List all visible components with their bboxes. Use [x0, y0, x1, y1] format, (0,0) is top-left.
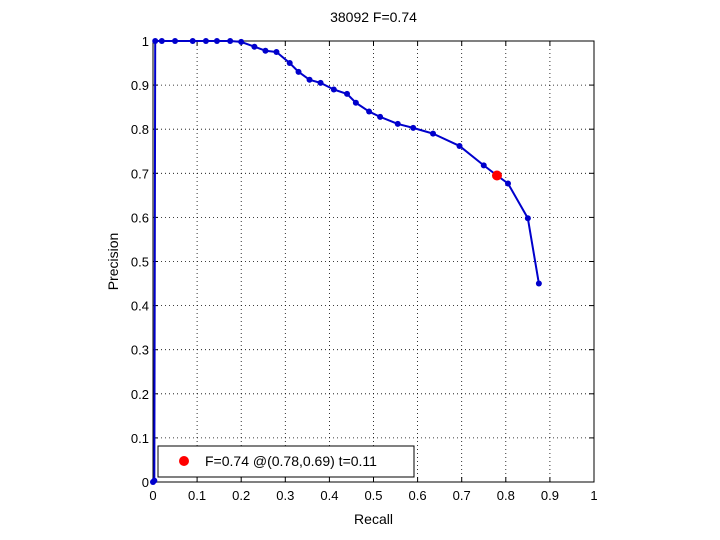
y-tick-label: 0.1: [131, 431, 149, 446]
series-point: [273, 49, 280, 56]
series-point: [189, 38, 196, 44]
x-tick-label: 0.6: [409, 488, 427, 503]
legend-marker: [179, 456, 189, 466]
series-point: [524, 215, 531, 222]
y-axis-label: Precision: [105, 233, 121, 291]
x-tick-label: 0.9: [541, 488, 559, 503]
y-tick-label: 0: [142, 475, 149, 490]
series-point: [213, 38, 220, 44]
series-point: [172, 38, 179, 44]
series-point: [430, 130, 437, 137]
best-f-point: [491, 170, 502, 181]
series-point: [410, 124, 417, 131]
legend-box: [157, 445, 415, 478]
series-point: [238, 38, 245, 45]
legend-label: F=0.74 @(0.78,0.69) t=0.11: [205, 453, 377, 469]
series-point: [151, 477, 158, 484]
y-tick-label: 0.2: [131, 387, 149, 402]
highlight-group: [491, 170, 502, 181]
series-point: [158, 38, 165, 44]
y-tick-label: 0.4: [131, 299, 149, 314]
x-tick-label: 0.2: [232, 488, 250, 503]
y-tick-label: 0.7: [131, 166, 149, 181]
series-point: [262, 47, 269, 54]
series-point: [366, 108, 373, 115]
series-point: [377, 113, 384, 120]
series-point: [295, 68, 302, 75]
chart-title: 38092 F=0.74: [330, 9, 417, 25]
x-tick-label: 0.5: [364, 488, 382, 503]
x-axis-label: Recall: [354, 511, 393, 527]
series-point: [505, 180, 512, 187]
series-point: [202, 38, 209, 44]
series-point: [286, 60, 293, 67]
y-tick-label: 0.6: [131, 210, 149, 225]
x-tick-label: 0.4: [320, 488, 338, 503]
series-point: [330, 86, 337, 93]
legend: F=0.74 @(0.78,0.69) t=0.11: [157, 445, 415, 478]
series-point: [344, 90, 351, 97]
series-point: [480, 162, 487, 169]
x-tick-label: 0.1: [188, 488, 206, 503]
series-point: [227, 38, 234, 44]
series-point: [306, 76, 313, 83]
series-group: [150, 38, 542, 485]
y-tick-label: 1: [142, 34, 149, 49]
y-tick-label: 0.8: [131, 122, 149, 137]
series-point: [317, 79, 324, 86]
y-tick-label: 0.9: [131, 78, 149, 93]
y-tick-label: 0.3: [131, 343, 149, 358]
y-tick-label: 0.5: [131, 255, 149, 270]
x-tick-label: 0: [149, 488, 156, 503]
axis-ticks: 0 0.1 0.2 0.3 0.4 0.5 0.6 0.7 0.8 0.9 1 0 0.1 0.2 0.3 0…: [131, 34, 598, 503]
x-tick-label: 1: [590, 488, 597, 503]
x-tick-label: 0.7: [453, 488, 471, 503]
grid-lines: [153, 41, 594, 482]
series-point: [251, 43, 258, 50]
series-point: [535, 280, 542, 287]
x-tick-label: 0.3: [276, 488, 294, 503]
series-point: [456, 142, 463, 149]
series-point: [152, 38, 159, 44]
series-point: [394, 120, 401, 127]
series-point: [352, 99, 359, 106]
x-tick-label: 0.8: [497, 488, 515, 503]
